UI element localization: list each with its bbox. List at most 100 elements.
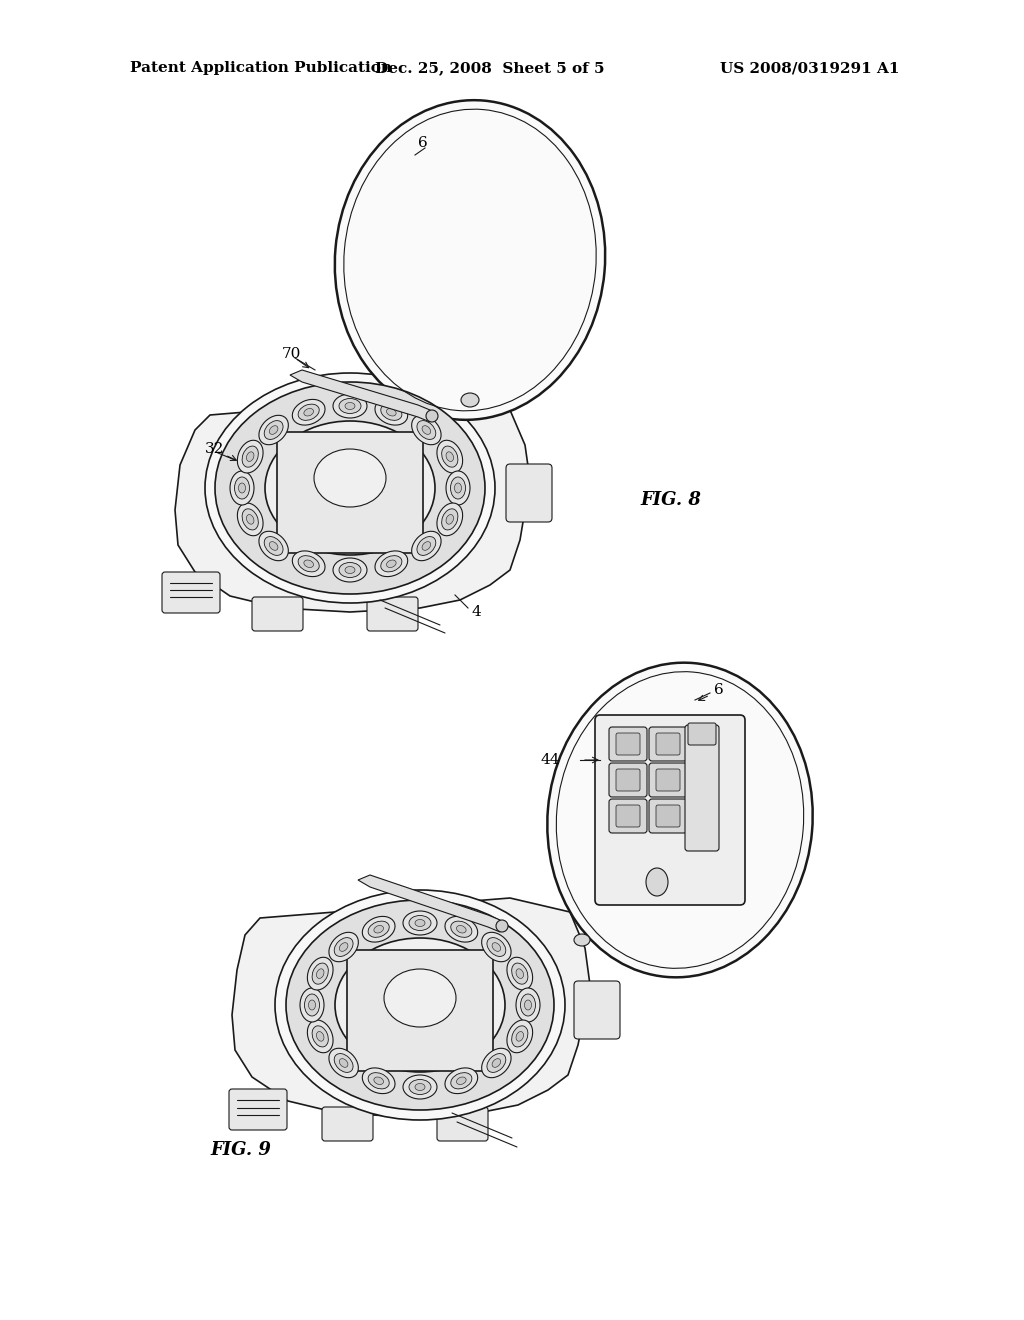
FancyBboxPatch shape xyxy=(656,733,680,755)
Ellipse shape xyxy=(524,1001,531,1010)
Polygon shape xyxy=(358,875,500,932)
Ellipse shape xyxy=(417,421,436,440)
Ellipse shape xyxy=(292,400,325,425)
Ellipse shape xyxy=(265,421,435,554)
Ellipse shape xyxy=(403,911,437,935)
Ellipse shape xyxy=(238,503,263,536)
Ellipse shape xyxy=(345,403,355,409)
Ellipse shape xyxy=(446,471,470,506)
Ellipse shape xyxy=(307,1020,333,1053)
Ellipse shape xyxy=(242,446,258,467)
Ellipse shape xyxy=(451,477,466,499)
Ellipse shape xyxy=(437,503,463,536)
Ellipse shape xyxy=(516,1031,523,1041)
Ellipse shape xyxy=(312,1026,329,1047)
Ellipse shape xyxy=(516,987,540,1022)
Ellipse shape xyxy=(292,550,325,577)
Ellipse shape xyxy=(441,508,458,529)
Ellipse shape xyxy=(481,932,511,962)
Ellipse shape xyxy=(381,556,401,572)
FancyBboxPatch shape xyxy=(609,799,647,833)
Text: 44: 44 xyxy=(541,752,560,767)
Ellipse shape xyxy=(547,663,813,977)
FancyBboxPatch shape xyxy=(609,763,647,797)
Ellipse shape xyxy=(374,925,383,933)
Ellipse shape xyxy=(314,449,386,507)
Text: 70: 70 xyxy=(282,347,301,360)
Ellipse shape xyxy=(446,515,454,524)
Ellipse shape xyxy=(362,1068,395,1093)
FancyBboxPatch shape xyxy=(322,1107,373,1140)
Ellipse shape xyxy=(329,932,358,962)
Ellipse shape xyxy=(445,916,477,942)
Ellipse shape xyxy=(574,935,590,946)
Text: FIG. 9: FIG. 9 xyxy=(210,1140,271,1159)
Ellipse shape xyxy=(386,560,396,568)
Ellipse shape xyxy=(451,1073,472,1089)
Ellipse shape xyxy=(375,400,408,425)
Ellipse shape xyxy=(239,483,246,492)
Ellipse shape xyxy=(230,471,254,506)
Ellipse shape xyxy=(512,964,528,985)
Ellipse shape xyxy=(269,426,278,434)
Ellipse shape xyxy=(507,957,532,990)
Ellipse shape xyxy=(412,531,441,561)
Ellipse shape xyxy=(247,451,254,462)
Ellipse shape xyxy=(304,408,313,416)
FancyBboxPatch shape xyxy=(688,723,716,744)
FancyBboxPatch shape xyxy=(656,805,680,828)
FancyBboxPatch shape xyxy=(609,727,647,762)
Ellipse shape xyxy=(238,441,263,473)
Ellipse shape xyxy=(520,994,536,1016)
Ellipse shape xyxy=(335,939,505,1072)
FancyBboxPatch shape xyxy=(685,725,719,851)
Ellipse shape xyxy=(487,937,506,957)
Polygon shape xyxy=(290,370,430,422)
Ellipse shape xyxy=(646,869,668,896)
FancyBboxPatch shape xyxy=(616,770,640,791)
Ellipse shape xyxy=(461,393,479,407)
Text: US 2008/0319291 A1: US 2008/0319291 A1 xyxy=(720,61,900,75)
Ellipse shape xyxy=(333,393,367,418)
Ellipse shape xyxy=(457,1077,466,1085)
Ellipse shape xyxy=(312,964,329,985)
Ellipse shape xyxy=(516,969,523,978)
Text: 6: 6 xyxy=(714,682,724,697)
Ellipse shape xyxy=(493,942,501,952)
Ellipse shape xyxy=(403,1074,437,1100)
Ellipse shape xyxy=(300,987,324,1022)
Ellipse shape xyxy=(259,531,289,561)
FancyBboxPatch shape xyxy=(506,465,552,521)
Ellipse shape xyxy=(316,969,324,978)
FancyBboxPatch shape xyxy=(367,597,418,631)
FancyBboxPatch shape xyxy=(229,1089,287,1130)
Text: 6: 6 xyxy=(418,136,428,150)
FancyBboxPatch shape xyxy=(252,597,303,631)
Text: Dec. 25, 2008  Sheet 5 of 5: Dec. 25, 2008 Sheet 5 of 5 xyxy=(375,61,605,75)
FancyBboxPatch shape xyxy=(649,799,687,833)
Ellipse shape xyxy=(426,411,438,422)
Ellipse shape xyxy=(409,1080,431,1094)
Text: 4: 4 xyxy=(472,605,481,619)
Polygon shape xyxy=(175,395,530,612)
Ellipse shape xyxy=(339,399,361,413)
Ellipse shape xyxy=(451,921,472,937)
Ellipse shape xyxy=(339,1059,348,1068)
Ellipse shape xyxy=(493,1059,501,1068)
FancyBboxPatch shape xyxy=(649,727,687,762)
Ellipse shape xyxy=(335,100,605,420)
Ellipse shape xyxy=(247,515,254,524)
Ellipse shape xyxy=(307,957,333,990)
Ellipse shape xyxy=(455,483,462,492)
Ellipse shape xyxy=(368,1073,389,1089)
Ellipse shape xyxy=(264,536,283,556)
Ellipse shape xyxy=(334,937,353,957)
Text: FIG. 8: FIG. 8 xyxy=(640,491,700,510)
Ellipse shape xyxy=(298,404,319,420)
Ellipse shape xyxy=(269,541,278,550)
Ellipse shape xyxy=(345,566,355,573)
Ellipse shape xyxy=(417,536,436,556)
Ellipse shape xyxy=(481,1048,511,1077)
Polygon shape xyxy=(232,898,590,1117)
Ellipse shape xyxy=(205,374,495,603)
